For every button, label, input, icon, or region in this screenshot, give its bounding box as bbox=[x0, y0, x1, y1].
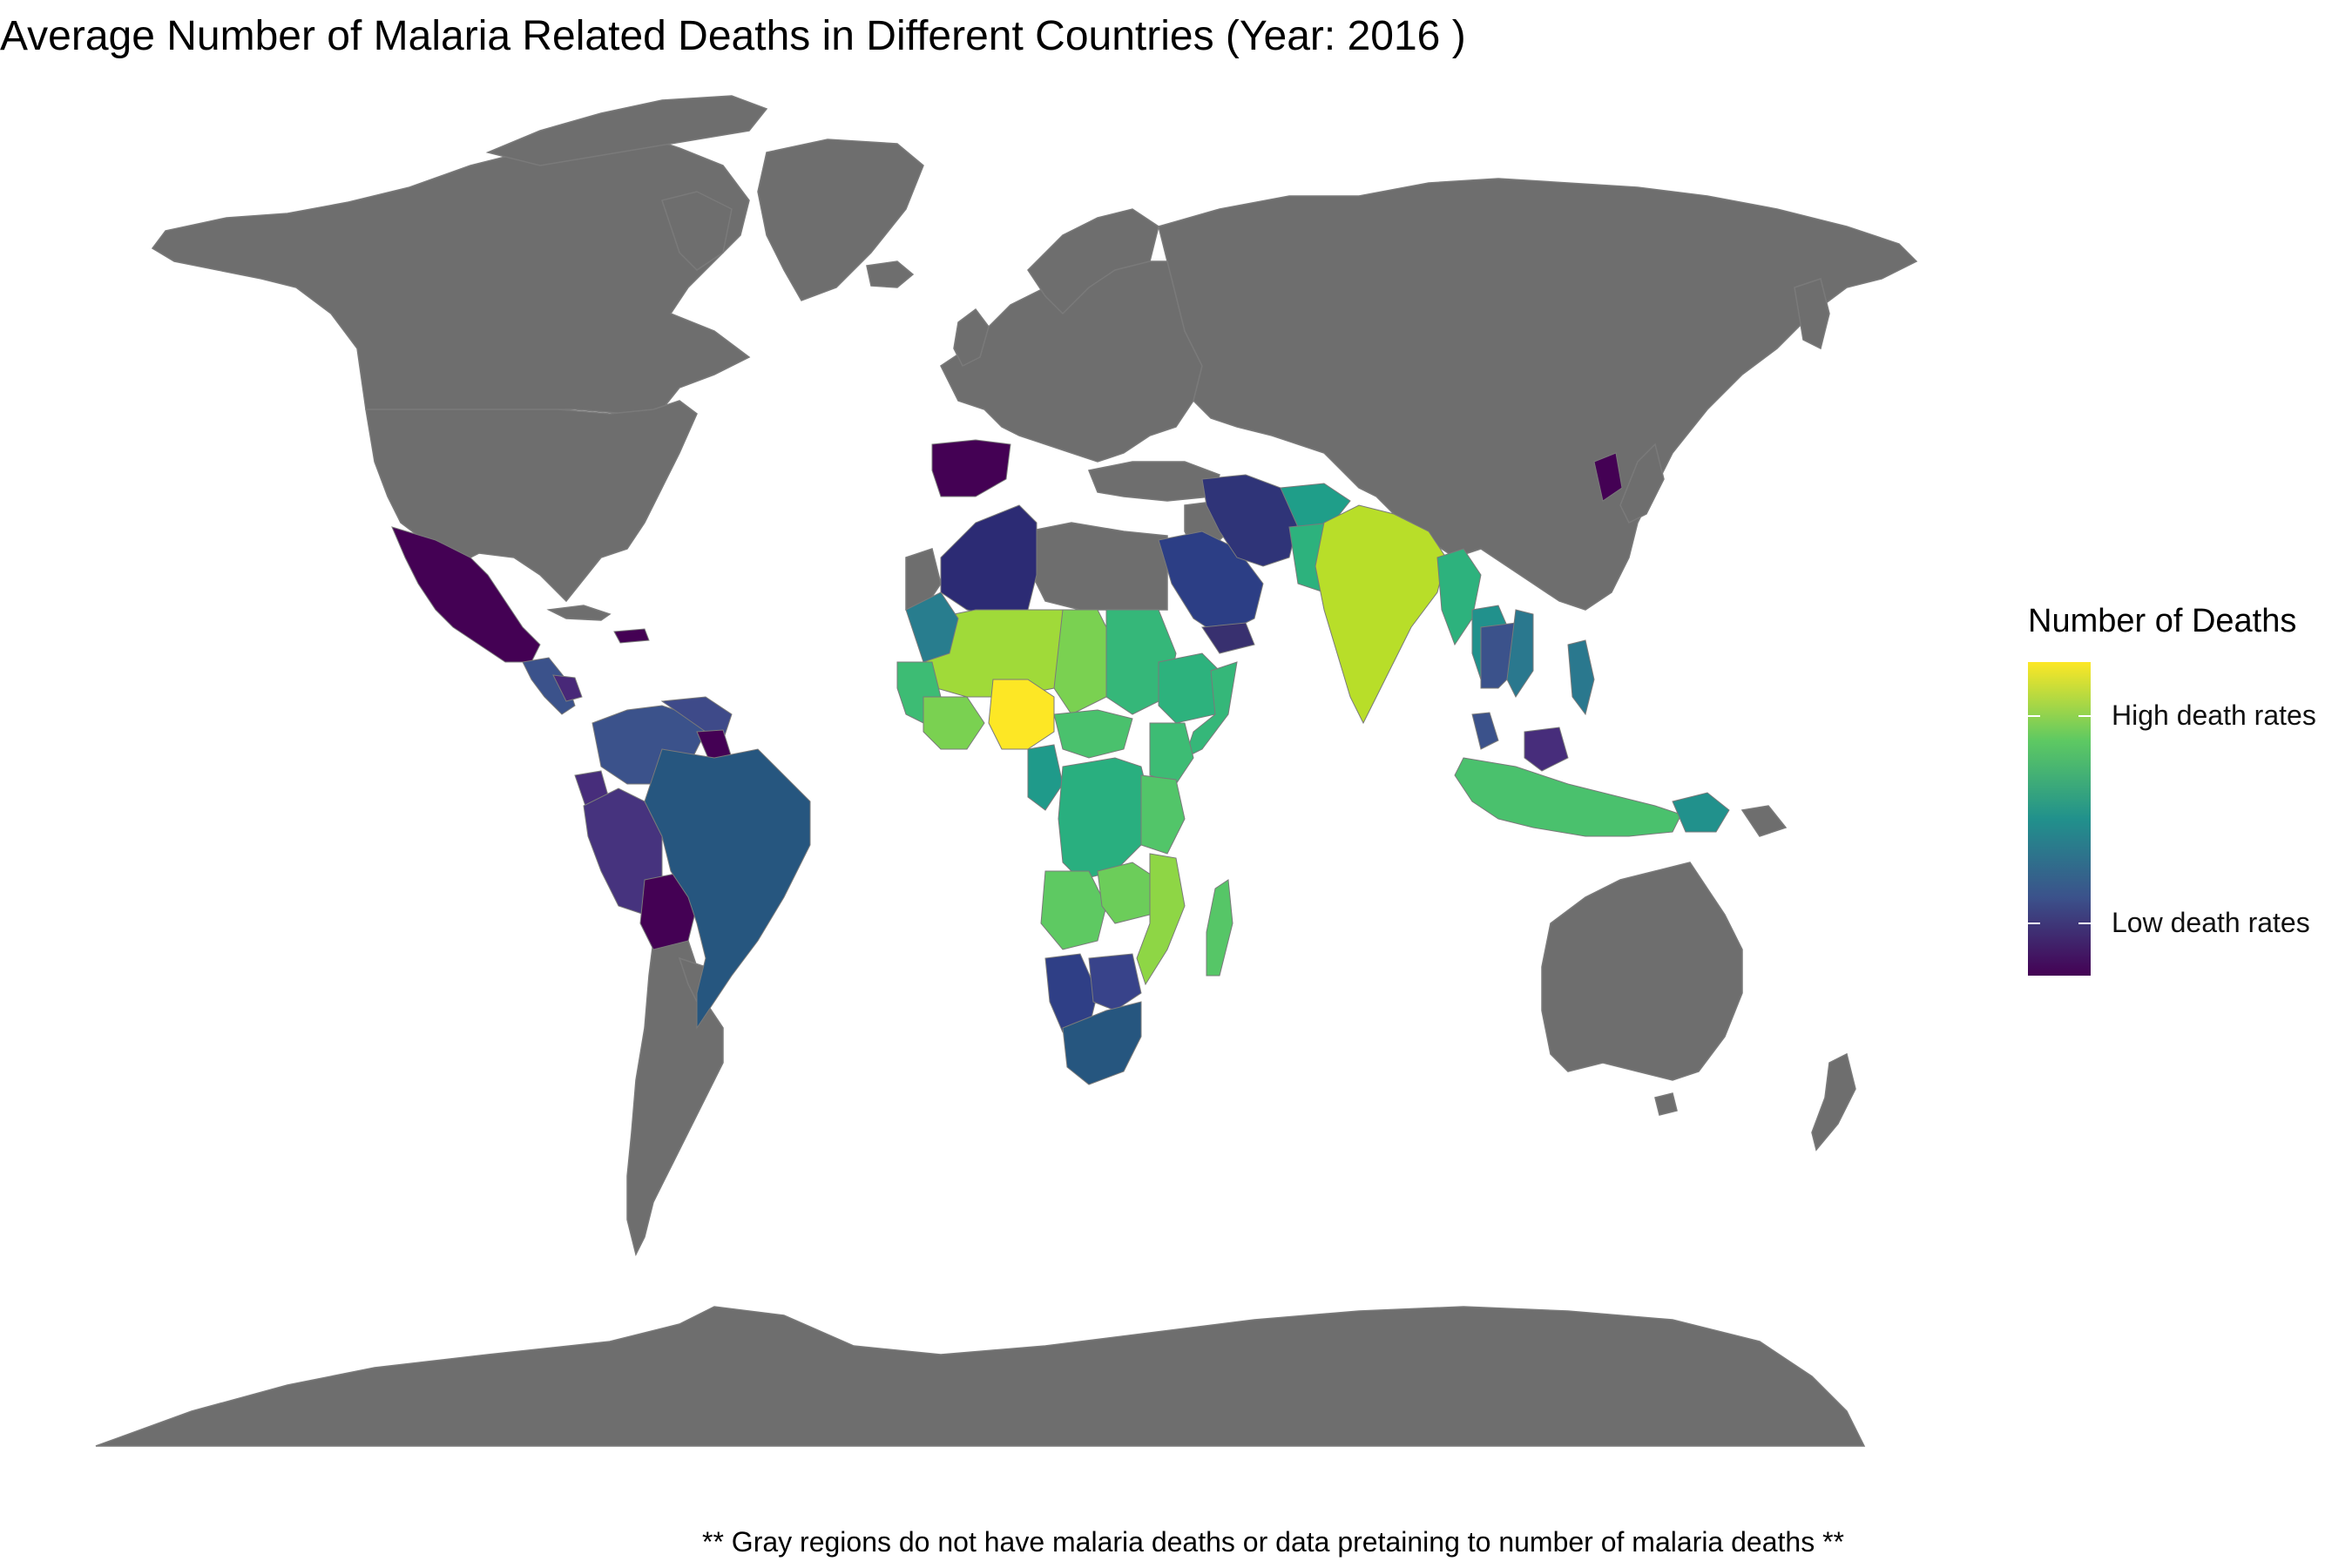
no-data-regions bbox=[95, 95, 1918, 1447]
region-vietnam bbox=[1506, 609, 1534, 698]
data-regions bbox=[391, 439, 1730, 1085]
region-mauritania bbox=[905, 591, 959, 663]
region-guinea-coast bbox=[923, 696, 985, 750]
region-philippines bbox=[1567, 639, 1595, 716]
region-russia-asia bbox=[1158, 178, 1918, 611]
region-north-korea bbox=[1593, 452, 1623, 502]
region-angola bbox=[1040, 870, 1107, 950]
legend-label-high: High death rates bbox=[2112, 700, 2316, 731]
legend-colorbar bbox=[2028, 662, 2091, 976]
region-venezuela bbox=[660, 696, 733, 741]
region-honduras-nicaragua bbox=[552, 674, 583, 702]
region-kenya-uganda bbox=[1149, 722, 1194, 785]
region-antarctica bbox=[95, 1306, 1866, 1447]
region-uk bbox=[953, 308, 990, 368]
region-kamchatka bbox=[1794, 278, 1830, 350]
legend: Number of Deaths High death rates Low de… bbox=[2028, 603, 2316, 976]
region-canada-alaska bbox=[151, 130, 751, 415]
region-indonesia bbox=[1454, 757, 1682, 837]
region-japan bbox=[1619, 443, 1665, 524]
region-central-america bbox=[522, 657, 576, 715]
region-borneo bbox=[1524, 727, 1569, 772]
region-tanzania bbox=[1140, 774, 1186, 855]
region-somalia bbox=[1184, 661, 1238, 759]
region-yemen bbox=[1201, 622, 1255, 654]
region-drc bbox=[1058, 757, 1151, 881]
region-turkey bbox=[1087, 461, 1220, 502]
region-haiti bbox=[613, 628, 650, 644]
region-brazil bbox=[644, 748, 811, 1030]
region-arctic-islands bbox=[485, 95, 768, 166]
region-malaysia bbox=[1471, 712, 1499, 750]
region-tasmania bbox=[1654, 1092, 1678, 1116]
region-iceland bbox=[866, 260, 915, 288]
region-south-africa bbox=[1062, 1001, 1142, 1085]
region-australia bbox=[1541, 862, 1743, 1081]
region-png bbox=[1672, 792, 1730, 833]
region-madagascar bbox=[1206, 879, 1233, 977]
region-cameroon bbox=[1027, 744, 1064, 811]
region-png-gray bbox=[1740, 805, 1788, 837]
region-cuba bbox=[546, 605, 612, 621]
region-algeria bbox=[940, 504, 1037, 619]
region-botswana-zim bbox=[1088, 953, 1142, 1011]
region-iran bbox=[1201, 474, 1299, 567]
region-baffin bbox=[661, 191, 733, 271]
legend-label-low: Low death rates bbox=[2112, 907, 2310, 938]
legend-title: Number of Deaths bbox=[2028, 603, 2297, 639]
region-india bbox=[1315, 504, 1447, 725]
region-car bbox=[1053, 709, 1133, 759]
footnote-caption: ** Gray regions do not have malaria deat… bbox=[702, 1526, 1844, 1558]
region-north-africa-gray bbox=[1027, 522, 1168, 611]
region-afghanistan bbox=[1280, 483, 1351, 528]
region-greenland bbox=[757, 139, 924, 301]
region-nigeria bbox=[988, 679, 1055, 750]
region-spain bbox=[931, 439, 1011, 497]
chart-title: Average Number of Malaria Related Deaths… bbox=[0, 13, 1466, 59]
region-scandinavia bbox=[1027, 208, 1159, 315]
region-mozambique bbox=[1136, 853, 1186, 986]
region-new-zealand bbox=[1811, 1052, 1856, 1152]
